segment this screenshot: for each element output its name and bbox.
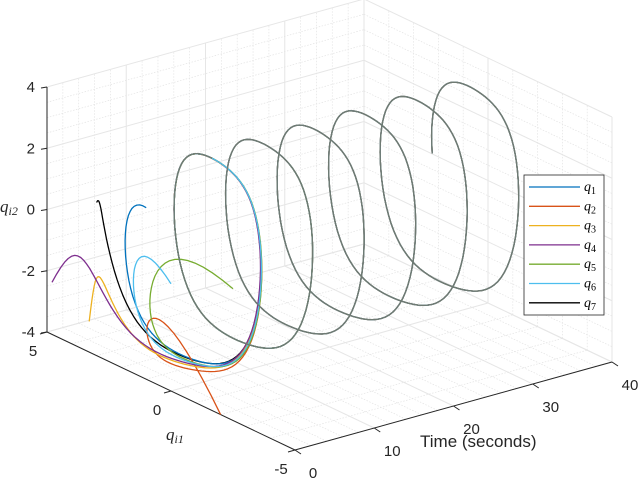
z-tick-label: 4 bbox=[27, 79, 35, 96]
legend-label-q5: q5 bbox=[584, 257, 596, 274]
legend: q1 q2 q3 q4 q5 q6 q7 bbox=[523, 174, 605, 316]
z-tick-label: 0 bbox=[27, 202, 35, 219]
legend-label-q7: q7 bbox=[584, 296, 596, 313]
qi1-axis-label: qi1 bbox=[166, 425, 184, 446]
trajectory-q6 bbox=[132, 81, 520, 368]
time-tick-label: 0 bbox=[309, 465, 317, 480]
legend-label-q3: q3 bbox=[584, 219, 596, 236]
legend-label-q6: q6 bbox=[584, 277, 596, 294]
legend-label-q2: q2 bbox=[584, 199, 596, 216]
time-tick-label: 10 bbox=[384, 443, 401, 460]
qi1-tick-label: 5 bbox=[29, 343, 37, 360]
legend-label-q4: q4 bbox=[584, 238, 596, 255]
converged-orbit-overlap bbox=[173, 81, 520, 350]
legend-label-q1: q1 bbox=[584, 180, 596, 197]
z-tick-label: -4 bbox=[22, 324, 35, 341]
z-tick-label: -2 bbox=[22, 263, 35, 280]
time-axis-label: Time (seconds) bbox=[420, 432, 537, 451]
time-tick-label: 40 bbox=[622, 377, 639, 394]
trajectory-q7 bbox=[96, 81, 520, 365]
qi1-tick-label: 0 bbox=[153, 402, 161, 419]
qi1-tick-label: -5 bbox=[274, 461, 287, 478]
time-tick-label: 30 bbox=[542, 399, 559, 416]
qi2-axis-label: qi2 bbox=[0, 197, 18, 218]
z-tick-label: 2 bbox=[27, 140, 35, 157]
trajectories bbox=[51, 81, 520, 415]
time-tick-label: 20 bbox=[463, 421, 480, 438]
